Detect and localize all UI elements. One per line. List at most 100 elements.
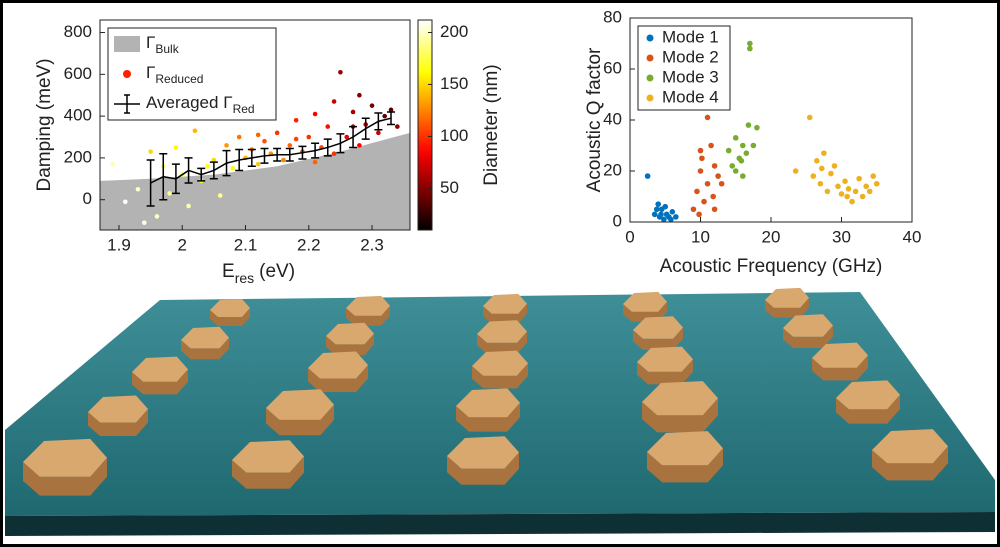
particle-top bbox=[483, 293, 527, 314]
particle-top bbox=[647, 431, 723, 466]
point bbox=[236, 134, 242, 140]
particle-top bbox=[623, 291, 667, 312]
point bbox=[192, 128, 198, 134]
point bbox=[715, 173, 721, 179]
colorbar-tick-label: 100 bbox=[440, 126, 468, 145]
point bbox=[708, 142, 714, 149]
legend-label: Mode 2 bbox=[662, 47, 719, 66]
y-tick-label: 80 bbox=[603, 7, 622, 26]
particle-top bbox=[812, 342, 868, 368]
point bbox=[338, 69, 343, 75]
point bbox=[704, 180, 711, 187]
point bbox=[331, 99, 337, 104]
error-bar bbox=[349, 125, 358, 149]
point bbox=[856, 175, 862, 182]
y-axis-label: Acoustic Q factor bbox=[584, 47, 605, 192]
particle-top bbox=[132, 356, 188, 382]
legend-swatch bbox=[123, 70, 131, 78]
error-bar bbox=[159, 152, 168, 201]
legend-swatch bbox=[114, 36, 140, 52]
point bbox=[653, 206, 660, 213]
error-bar bbox=[285, 147, 294, 162]
plots: 1.9 2 2.1 2.2 2.30200400600800ΓBulkΓReducedA… bbox=[34, 7, 921, 285]
particle-top bbox=[472, 350, 528, 376]
particle-top bbox=[477, 320, 527, 343]
point bbox=[711, 206, 718, 213]
x-axis-unit: (eV) bbox=[259, 261, 295, 282]
particle-top bbox=[783, 314, 833, 337]
legend-swatch bbox=[646, 94, 654, 102]
point bbox=[696, 211, 702, 218]
point bbox=[357, 92, 362, 98]
particle-top bbox=[266, 389, 334, 420]
particle-top bbox=[88, 395, 148, 423]
point bbox=[704, 114, 711, 121]
particle-top bbox=[181, 326, 229, 349]
error-bar bbox=[298, 145, 307, 160]
point bbox=[725, 147, 732, 154]
particle-side bbox=[232, 456, 304, 489]
y-tick-label: 20 bbox=[603, 160, 622, 179]
point bbox=[644, 173, 651, 179]
point bbox=[312, 111, 318, 117]
plot-frame bbox=[99, 19, 411, 231]
point bbox=[845, 186, 852, 192]
particle-top bbox=[23, 438, 107, 477]
x-axis-subscript: res bbox=[235, 270, 254, 286]
x-tick-label: 2.1 bbox=[234, 235, 258, 254]
legend-subscript: Red bbox=[233, 102, 255, 116]
legend-label: ΓBulk bbox=[146, 33, 180, 56]
error-bar bbox=[260, 147, 269, 164]
point bbox=[135, 186, 141, 192]
point bbox=[817, 180, 824, 187]
point bbox=[814, 158, 820, 164]
legend-subscript: Reduced bbox=[155, 72, 203, 86]
point bbox=[699, 155, 705, 162]
error-bar bbox=[209, 161, 218, 180]
point bbox=[852, 188, 859, 195]
particle-side bbox=[326, 333, 374, 356]
legend-name: Γ bbox=[146, 63, 155, 82]
point bbox=[287, 143, 293, 148]
y-tick-label: 0 bbox=[613, 211, 622, 230]
error-bar bbox=[323, 138, 332, 157]
error-bar bbox=[361, 117, 370, 140]
point bbox=[838, 191, 845, 197]
legend-swatch bbox=[646, 54, 654, 62]
error-bar bbox=[247, 148, 256, 168]
point bbox=[732, 135, 739, 141]
x-axis-symbol: E bbox=[222, 261, 235, 282]
point bbox=[859, 193, 866, 200]
point bbox=[673, 214, 679, 220]
x-tick-label: 2 bbox=[178, 235, 187, 254]
point bbox=[828, 170, 834, 177]
point bbox=[293, 136, 299, 142]
legend-label: Averaged ΓRed bbox=[146, 93, 255, 116]
point bbox=[662, 203, 669, 210]
legend-name: Γ bbox=[146, 33, 155, 52]
point bbox=[831, 163, 838, 169]
point bbox=[669, 209, 676, 215]
legend-swatch bbox=[646, 74, 654, 82]
point bbox=[835, 183, 841, 190]
point bbox=[217, 193, 223, 198]
point bbox=[173, 145, 179, 150]
error-bar bbox=[336, 133, 345, 154]
x-axis-label: Acoustic Frequency (GHz) bbox=[660, 256, 883, 277]
error-bar bbox=[387, 111, 396, 126]
point bbox=[740, 173, 746, 179]
point bbox=[306, 134, 312, 140]
particle-top bbox=[765, 287, 809, 308]
x-tick-label: 2.2 bbox=[297, 235, 321, 254]
y-tick-label: 600 bbox=[64, 64, 92, 83]
point bbox=[729, 163, 736, 169]
point bbox=[230, 166, 236, 171]
colorbar-tick-label: 150 bbox=[440, 74, 468, 93]
point bbox=[806, 114, 813, 121]
point bbox=[376, 130, 381, 136]
colorbar-tick-label: 200 bbox=[440, 22, 468, 41]
x-axis-label: Eres (eV) bbox=[222, 261, 295, 286]
point bbox=[154, 214, 160, 219]
particle-side bbox=[266, 404, 334, 436]
